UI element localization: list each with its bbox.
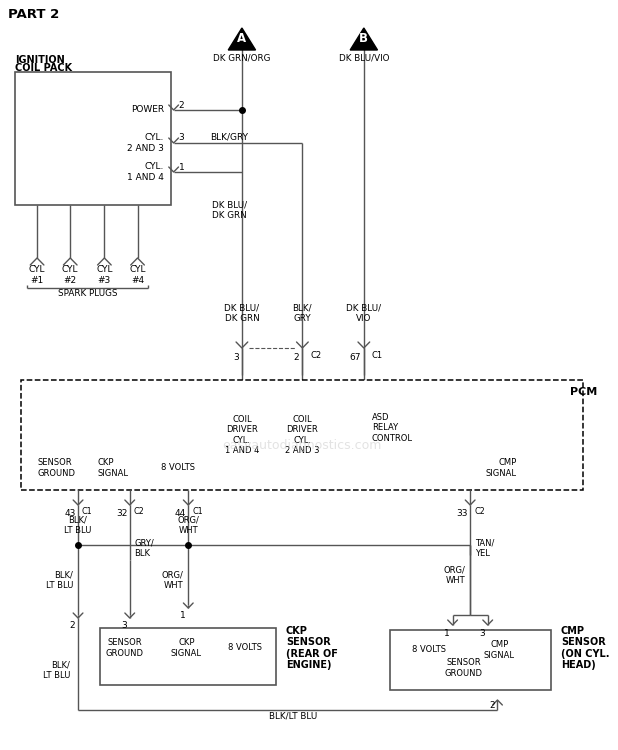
Text: SENSOR
GROUND: SENSOR GROUND — [106, 638, 144, 658]
Text: POWER: POWER — [131, 106, 164, 115]
Text: CYL
#3: CYL #3 — [96, 266, 112, 285]
Text: CYL.
2 AND 3: CYL. 2 AND 3 — [127, 134, 164, 153]
Text: 2: 2 — [179, 100, 184, 109]
Text: C1: C1 — [192, 508, 203, 517]
Bar — [22, 380, 583, 490]
Bar — [101, 628, 276, 685]
Text: 44: 44 — [175, 509, 186, 518]
Text: B: B — [359, 32, 368, 46]
Text: ORG/
WHT: ORG/ WHT — [443, 566, 465, 585]
Text: ORG/
WHT: ORG/ WHT — [161, 570, 184, 590]
Text: SENSOR
GROUND: SENSOR GROUND — [37, 458, 75, 478]
Text: CKP
SIGNAL: CKP SIGNAL — [98, 458, 129, 478]
Text: COIL
DRIVER
CYL.
2 AND 3: COIL DRIVER CYL. 2 AND 3 — [285, 415, 320, 455]
Text: CMP
SENSOR
(ON CYL.
HEAD): CMP SENSOR (ON CYL. HEAD) — [561, 626, 609, 670]
Text: CKP
SENSOR
(REAR OF
ENGINE): CKP SENSOR (REAR OF ENGINE) — [286, 626, 337, 670]
Text: 3: 3 — [121, 622, 127, 631]
Text: BLK/
LT BLU: BLK/ LT BLU — [64, 515, 91, 535]
Text: 32: 32 — [116, 509, 128, 518]
Text: PART 2: PART 2 — [8, 8, 59, 20]
Text: 1: 1 — [179, 163, 184, 172]
Text: 3: 3 — [233, 352, 239, 362]
Polygon shape — [350, 28, 378, 50]
Text: 8 VOLTS: 8 VOLTS — [161, 464, 195, 472]
Text: 2: 2 — [69, 622, 75, 631]
Text: CYL
#1: CYL #1 — [29, 266, 45, 285]
Text: SENSOR
GROUND: SENSOR GROUND — [444, 658, 482, 678]
Text: C2: C2 — [310, 352, 321, 361]
Bar — [15, 72, 171, 205]
Text: CKP
SIGNAL: CKP SIGNAL — [171, 638, 202, 658]
Text: DK GRN/ORG: DK GRN/ORG — [213, 53, 271, 62]
Text: TAN/
YEL: TAN/ YEL — [475, 538, 494, 558]
Text: 1: 1 — [444, 628, 450, 638]
Text: GRY/
BLK: GRY/ BLK — [135, 538, 154, 558]
Text: COIL
DRIVER
CYL.
1 AND 4: COIL DRIVER CYL. 1 AND 4 — [225, 415, 259, 455]
Text: C1: C1 — [371, 352, 383, 361]
Text: 33: 33 — [457, 509, 468, 518]
Text: DK BLU/
VIO: DK BLU/ VIO — [346, 303, 381, 322]
Text: 3: 3 — [179, 134, 184, 142]
Text: CMP
SIGNAL: CMP SIGNAL — [486, 458, 517, 478]
Text: IGNITION: IGNITION — [15, 55, 64, 65]
Text: CYL.
1 AND 4: CYL. 1 AND 4 — [127, 162, 164, 182]
Text: BLK/LT BLU: BLK/LT BLU — [268, 712, 317, 721]
Text: SPARK PLUGS: SPARK PLUGS — [58, 290, 117, 298]
Text: 8 VOLTS: 8 VOLTS — [412, 646, 446, 655]
Text: ASD
RELAY
CONTROL: ASD RELAY CONTROL — [371, 413, 413, 442]
Text: 2: 2 — [489, 701, 494, 710]
Polygon shape — [228, 28, 256, 50]
Text: C2: C2 — [133, 508, 145, 517]
Text: 2: 2 — [294, 352, 300, 362]
Text: A: A — [237, 32, 247, 46]
Text: BLK/GRY: BLK/GRY — [210, 133, 248, 142]
Text: DK BLU/VIO: DK BLU/VIO — [339, 53, 389, 62]
Text: 43: 43 — [65, 509, 76, 518]
Text: C1: C1 — [82, 508, 93, 517]
Text: easyautodiagnostics.com: easyautodiagnostics.com — [222, 439, 382, 452]
Text: 1: 1 — [180, 611, 185, 620]
Text: 67: 67 — [349, 352, 361, 362]
Bar — [390, 630, 551, 690]
Text: 3: 3 — [479, 628, 485, 638]
Text: C2: C2 — [474, 508, 485, 517]
Text: CYL
#2: CYL #2 — [62, 266, 78, 285]
Text: PCM: PCM — [570, 387, 597, 397]
Text: COIL PACK: COIL PACK — [15, 63, 72, 73]
Text: CMP
SIGNAL: CMP SIGNAL — [484, 640, 515, 660]
Text: BLK/
LT BLU: BLK/ LT BLU — [46, 570, 73, 590]
Text: BLK/
GRY: BLK/ GRY — [292, 303, 312, 322]
Text: ORG/
WHT: ORG/ WHT — [177, 515, 199, 535]
Text: 8 VOLTS: 8 VOLTS — [228, 644, 262, 652]
Text: CYL
#4: CYL #4 — [129, 266, 146, 285]
Text: DK BLU/
DK GRN: DK BLU/ DK GRN — [212, 200, 247, 220]
Text: DK BLU/
DK GRN: DK BLU/ DK GRN — [224, 303, 260, 322]
Text: BLK/
LT BLU: BLK/ LT BLU — [43, 660, 70, 680]
